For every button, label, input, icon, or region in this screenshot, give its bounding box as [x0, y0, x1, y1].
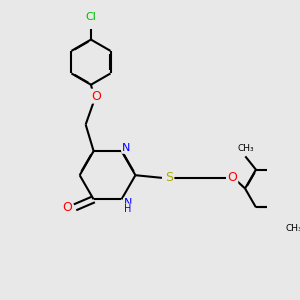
Text: N: N [124, 198, 132, 208]
Text: O: O [227, 171, 237, 184]
Text: CH₃: CH₃ [285, 224, 300, 233]
Text: N: N [122, 143, 130, 153]
Text: H: H [124, 204, 132, 214]
Text: S: S [165, 171, 173, 184]
Text: O: O [91, 90, 101, 103]
Text: CH₃: CH₃ [237, 144, 253, 153]
Text: Cl: Cl [85, 12, 96, 22]
Text: O: O [62, 201, 72, 214]
